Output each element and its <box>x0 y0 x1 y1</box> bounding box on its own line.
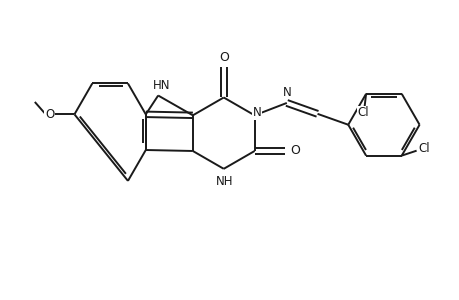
Text: O: O <box>218 51 228 64</box>
Text: N: N <box>282 85 291 98</box>
Text: Cl: Cl <box>417 142 429 155</box>
Text: N: N <box>252 106 261 119</box>
Text: HN: HN <box>152 79 170 92</box>
Text: O: O <box>290 145 300 158</box>
Text: Cl: Cl <box>357 106 369 119</box>
Text: NH: NH <box>216 175 233 188</box>
Text: O: O <box>45 108 54 121</box>
